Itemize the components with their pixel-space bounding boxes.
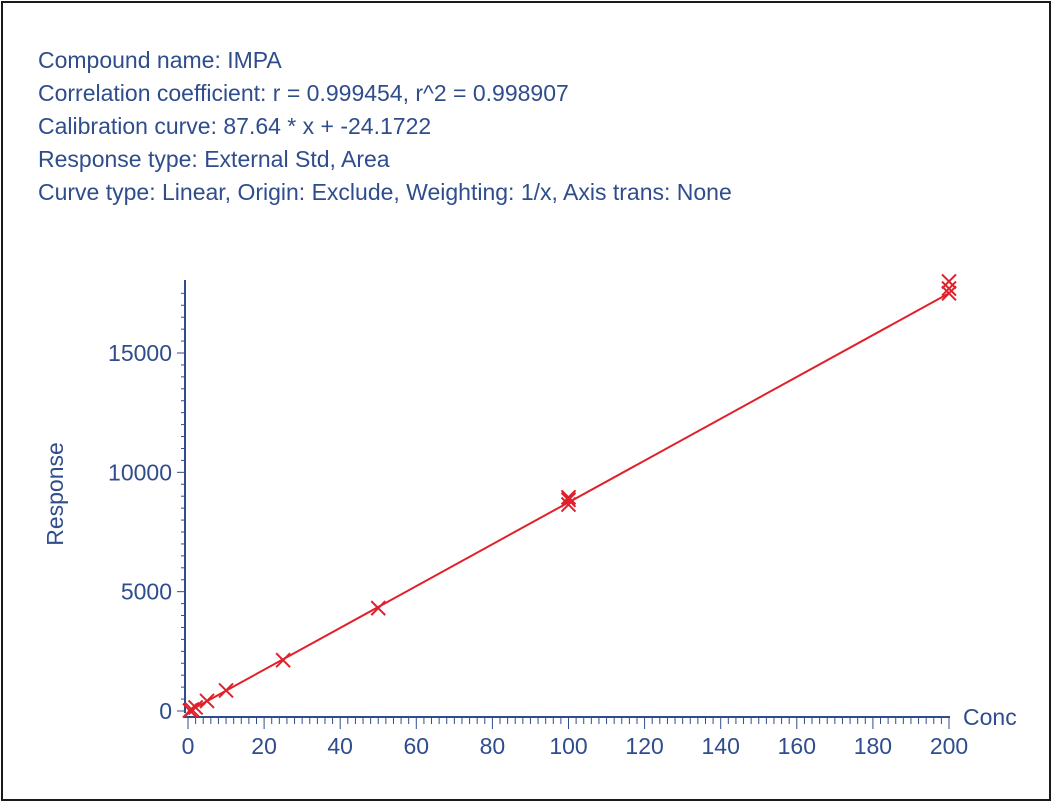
x-tick-label: 160 — [778, 733, 816, 759]
x-tick-label: 180 — [854, 733, 892, 759]
data-point-stroke — [560, 496, 577, 513]
x-axis-label: Conc — [963, 704, 1017, 730]
x-tick-label: 200 — [930, 733, 968, 759]
data-point-stroke — [187, 699, 204, 716]
x-tick-label: 120 — [625, 733, 663, 759]
calibration-curve-text: Calibration curve: 87.64 * x + -24.1722 — [38, 113, 432, 139]
data-point — [941, 285, 957, 302]
x-tick-label: 20 — [251, 733, 277, 759]
correlation-text: Correlation coefficient: r = 0.999454, r… — [38, 80, 569, 106]
data-point — [184, 701, 200, 718]
data-point-stroke — [199, 693, 215, 709]
y-tick-label: 15000 — [108, 340, 172, 366]
x-tick-label: 100 — [549, 733, 587, 759]
data-point-stroke — [560, 489, 577, 506]
axes: 0 5000 10000 15000 0 20 40 60 80 100 120 140 160 180 2… — [108, 280, 968, 759]
data-point-stroke — [184, 701, 200, 718]
data-point-stroke — [275, 652, 291, 668]
x-tick-label: 0 — [182, 733, 195, 759]
compound-name-text: Compound name: IMPA — [38, 47, 282, 73]
data-point — [275, 652, 291, 668]
data-points — [182, 273, 957, 719]
data-point-stroke — [941, 280, 957, 297]
data-point — [187, 699, 204, 716]
y-tick-label: 5000 — [121, 579, 172, 605]
y-tick-label: 0 — [159, 698, 172, 724]
y-axis-label: Response — [42, 442, 68, 546]
curve-type-text: Curve type: Linear, Origin: Exclude, Wei… — [38, 179, 732, 205]
y-tick-label: 10000 — [108, 459, 172, 485]
data-point-stroke — [560, 492, 577, 508]
data-point — [941, 280, 957, 297]
data-point — [370, 600, 386, 616]
data-point-stroke — [941, 285, 957, 302]
fit-line-group — [187, 292, 950, 713]
data-point — [560, 489, 577, 506]
response-type-text: Response type: External Std, Area — [38, 146, 390, 172]
data-point-stroke — [941, 273, 957, 290]
compound-info: Compound name: IMPA Correlation coeffici… — [38, 44, 732, 209]
data-point — [218, 682, 234, 699]
data-point-stroke — [218, 682, 234, 699]
data-point — [941, 273, 957, 290]
fit-line — [187, 292, 950, 713]
data-point — [560, 492, 577, 508]
data-point-stroke — [370, 600, 386, 616]
x-tick-label: 140 — [702, 733, 740, 759]
x-tick-label: 60 — [404, 733, 430, 759]
data-point — [199, 693, 215, 709]
x-tick-label: 80 — [480, 733, 506, 759]
data-point — [560, 496, 577, 513]
x-tick-label: 40 — [327, 733, 353, 759]
